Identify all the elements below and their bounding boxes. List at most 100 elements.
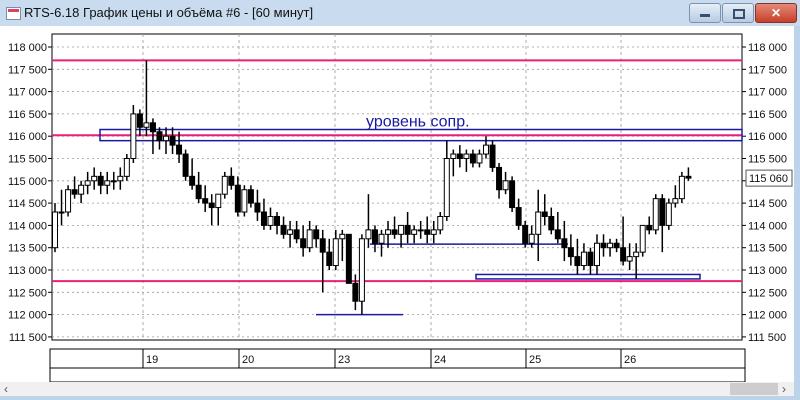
candle-body [169,135,176,146]
candle-body [502,180,509,191]
candle-body [84,180,91,186]
candle-body [110,180,117,183]
candle-body [202,198,209,204]
support-zone [475,273,701,280]
price-chart[interactable]: 118 000 118 000 117 500 117 500 117 000 117 0… [0,26,794,382]
y-tick-label-right: 113 000 [748,265,787,277]
candle-body [208,202,215,209]
y-tick-label-left: 113 000 [8,265,47,277]
candle-body [424,229,431,235]
candle-body [182,153,189,177]
candle-body [639,224,646,253]
candle-body [548,215,555,231]
candle-body [665,202,672,226]
candle-body [522,224,529,244]
scrollbar-thumb[interactable] [730,383,778,395]
candle-body [646,224,653,231]
candle-body [189,175,196,186]
candle-body [130,113,137,159]
maximize-button[interactable] [722,3,754,23]
candle-body [345,233,352,284]
candle-body [149,122,156,133]
candle-body [104,180,111,186]
candle-body [567,247,574,258]
candle-body [339,233,346,240]
candle-body [469,153,476,164]
plot-area [51,33,743,341]
candle-body [580,251,587,267]
scroll-right-arrow-icon[interactable]: › [782,382,786,396]
candle-body [404,224,411,235]
y-tick-label-left: 114 500 [8,198,47,210]
candle-body [58,211,65,214]
horizontal-scrollbar[interactable]: ‹ › [0,382,794,396]
candle-body [561,238,568,249]
candle-body [391,229,398,235]
candle-body [587,251,594,267]
y-tick-label-left: 113 500 [8,243,47,255]
candle-body [78,184,85,195]
candle-body [52,211,58,249]
candle-body [221,175,228,195]
y-tick-label-right: 117 000 [748,87,787,99]
y-tick-label-right: 115 500 [748,154,787,166]
y-tick-label-right: 117 500 [748,64,787,76]
x-day-label: 23 [338,354,350,366]
candle-body [97,175,104,186]
y-tick-label-right: 111 500 [748,332,786,344]
y-tick-label-right: 114 000 [748,220,787,232]
candle-body [541,211,548,217]
y-tick-label-right: 118 000 [748,42,787,54]
candle-body [234,184,241,213]
candle-body [176,144,183,155]
candle-body [371,229,378,244]
candle-body [417,229,424,232]
time-axis [49,348,746,382]
candle-body [215,193,222,209]
x-day-label: 20 [242,354,254,366]
candle-body [678,175,685,200]
candle-body [247,189,254,204]
y-tick-label-right: 116 000 [748,131,787,143]
y-tick-label-left: 115 000 [8,176,47,188]
candle-body [476,153,483,164]
close-button[interactable]: ✕ [755,3,797,23]
candle-body [319,238,326,253]
candle-body [672,198,679,204]
candle-body [326,251,333,267]
candle-body [332,238,339,267]
candle-body [456,153,463,159]
chart-app-icon [6,7,21,20]
minimize-button[interactable] [689,3,721,23]
candle-body [143,122,150,128]
candle-body [593,242,600,267]
candle-body [607,242,614,249]
candle-body [358,238,365,302]
y-tick-label-left: 112 000 [8,310,47,322]
y-tick-label-right: 112 000 [748,310,787,322]
scroll-left-arrow-icon[interactable]: ‹ [4,382,8,396]
candle-body [117,175,124,182]
y-tick-label-left: 116 500 [8,109,47,121]
candle-body [313,229,320,240]
candle-body [91,175,98,182]
candle-body [254,202,261,213]
candle-body [136,113,143,128]
y-tick-label-left: 112 500 [8,287,47,299]
candle-body [437,215,444,231]
y-tick-label-left: 111 500 [9,332,47,344]
candle-body [626,256,633,262]
y-tick-label-right: 116 500 [748,109,787,121]
candle-body [123,158,130,177]
last-price-label: 115 060 [749,173,788,185]
candle-body [385,229,392,235]
candle-body [365,229,372,240]
x-day-label: 25 [529,354,541,366]
candle-body [554,229,561,240]
window-title: RTS-6.18 График цены и объёма #6 - [60 м… [24,5,314,20]
x-day-label: 26 [624,354,636,366]
chart-window: 118 000 118 000 117 500 117 500 117 000 117 0… [0,26,794,396]
x-day-label: 24 [434,354,446,366]
y-tick-label-left: 114 000 [8,220,47,232]
candle-body [293,229,300,240]
